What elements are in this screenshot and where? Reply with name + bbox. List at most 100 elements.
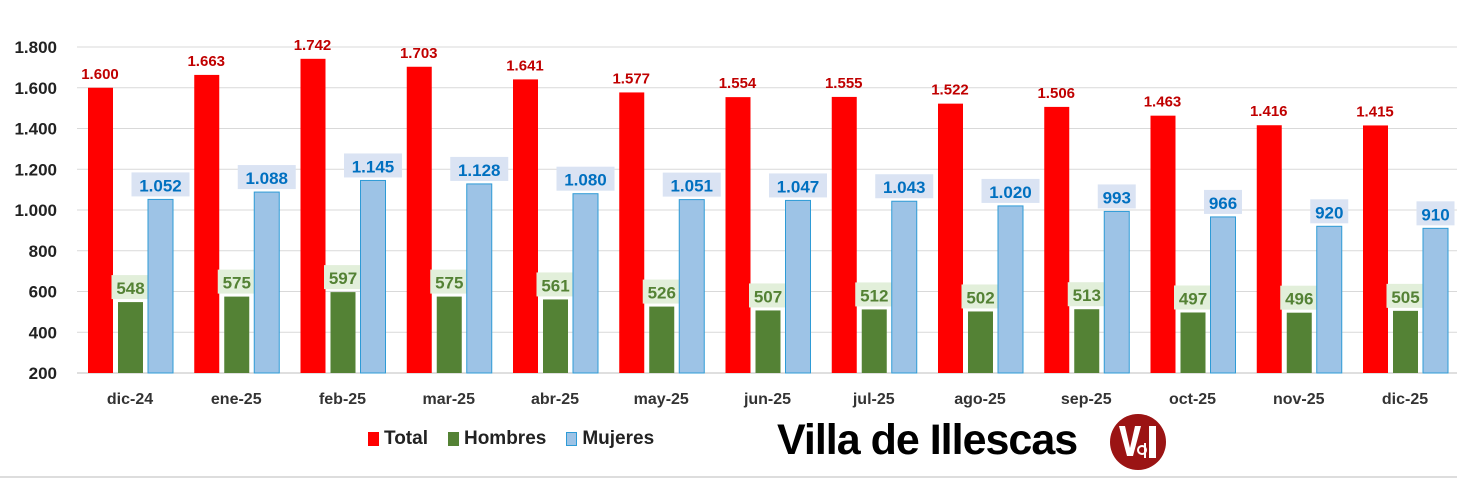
data-label-background — [1174, 285, 1212, 310]
bar-hombres — [1180, 312, 1206, 373]
bar-hombres — [543, 299, 568, 373]
data-label-background — [131, 172, 190, 197]
data-label: 502 — [966, 288, 994, 307]
data-label: 910 — [1421, 205, 1449, 224]
data-label: 1.577 — [612, 70, 650, 87]
bar-mujeres — [678, 199, 705, 374]
data-label-background — [875, 174, 934, 199]
bar-mujeres — [147, 198, 174, 374]
y-tick-label: 600 — [29, 283, 57, 302]
data-label: 1.080 — [564, 171, 607, 190]
bar-total — [513, 79, 538, 374]
legend-swatch — [447, 432, 459, 446]
logo-letter-v — [1119, 426, 1141, 456]
data-label-background — [1386, 283, 1425, 308]
data-label-background — [855, 282, 894, 307]
x-tick-label: dic-25 — [1382, 391, 1428, 408]
data-label: 496 — [1285, 290, 1313, 309]
y-tick-label: 1.800 — [14, 38, 57, 57]
data-label-background — [237, 165, 296, 190]
legend-item-mujeres: Mujeres — [566, 428, 654, 450]
data-label: 1.128 — [458, 161, 501, 180]
y-tick-label: 200 — [29, 364, 57, 383]
bar-total — [938, 103, 963, 373]
bar-mujeres — [1422, 227, 1449, 374]
x-tick-label: feb-25 — [319, 391, 366, 408]
data-label: 966 — [1209, 194, 1237, 213]
data-label: 526 — [648, 284, 676, 303]
data-label: 1.600 — [81, 66, 119, 83]
data-label: 1.415 — [1356, 103, 1394, 120]
data-label-background — [1204, 189, 1242, 214]
data-label-background — [961, 284, 1000, 309]
data-label-background — [430, 269, 469, 294]
data-label: 561 — [541, 276, 569, 295]
data-label: 497 — [1179, 289, 1207, 308]
bar-total — [619, 92, 645, 373]
legend-swatch — [566, 432, 578, 446]
x-tick-label: dic-24 — [107, 391, 153, 408]
data-label-background — [111, 275, 150, 300]
x-tick-label: abr-25 — [531, 391, 579, 408]
data-label-background — [1097, 184, 1136, 209]
data-label: 1.416 — [1250, 103, 1288, 120]
bar-hombres — [224, 296, 250, 373]
x-tick-label: jun-25 — [743, 391, 791, 408]
data-label: 1.554 — [719, 75, 757, 92]
data-label-background — [450, 156, 509, 181]
bar-mujeres — [785, 199, 811, 374]
bar-total — [1256, 125, 1282, 374]
bar-hombres — [436, 296, 462, 373]
y-tick-label: 1.600 — [14, 79, 57, 98]
data-label: 1.051 — [670, 177, 713, 196]
data-label: 513 — [1073, 286, 1101, 305]
data-label: 1.020 — [989, 183, 1032, 202]
divider — [0, 476, 1457, 478]
bar-hombres — [649, 306, 675, 373]
brand-logo — [1110, 414, 1166, 470]
data-label: 1.506 — [1037, 85, 1075, 102]
legend: Total Hombres Mujeres — [368, 428, 654, 450]
legend-item-hombres: Hombres — [447, 428, 546, 450]
bar-mujeres — [360, 179, 386, 374]
data-label-background — [1280, 285, 1319, 310]
bar-hombres — [1286, 312, 1312, 373]
legend-label: Total — [384, 428, 428, 449]
bar-chart: 200 400 600 800 1.000 1.200 1.400 1.600 1.800 dic… — [14, 37, 1457, 408]
data-label: 505 — [1391, 288, 1419, 307]
data-label: 1.641 — [506, 57, 544, 74]
legend-item-total: Total — [368, 428, 428, 450]
y-tick-label: 400 — [29, 323, 57, 342]
bar-mujeres — [1103, 210, 1130, 374]
bar-hombres — [755, 310, 781, 373]
bar-hombres — [1074, 309, 1100, 373]
logo-letter-d — [1137, 443, 1148, 458]
bar-mujeres — [253, 191, 280, 374]
bar-hombres — [118, 302, 143, 373]
bar-hombres — [1393, 310, 1418, 373]
x-tick-label: oct-25 — [1169, 391, 1216, 408]
data-label: 1.555 — [825, 75, 863, 92]
data-label-background — [1067, 282, 1106, 307]
bar-mujeres — [1210, 216, 1236, 374]
x-tick-label: sep-25 — [1061, 391, 1112, 408]
bar-hombres — [330, 292, 356, 373]
bar-total — [88, 87, 113, 373]
data-label-background — [324, 265, 362, 290]
data-label: 512 — [860, 286, 888, 305]
legend-swatch — [368, 432, 379, 446]
data-label: 1.663 — [187, 53, 225, 70]
data-label-background — [556, 166, 615, 191]
bar-mujeres — [572, 193, 599, 374]
data-label-background — [749, 283, 787, 308]
logo-letter-i — [1149, 426, 1156, 458]
data-label-background — [344, 153, 402, 178]
legend-label: Mujeres — [582, 428, 655, 449]
x-tick-label: mar-25 — [423, 391, 476, 408]
data-label-background — [1310, 199, 1349, 224]
y-tick-label: 1.200 — [14, 160, 57, 179]
data-label: 507 — [754, 287, 782, 306]
data-label: 548 — [116, 279, 144, 298]
brand-name: Villa de Illescas — [777, 416, 1078, 464]
